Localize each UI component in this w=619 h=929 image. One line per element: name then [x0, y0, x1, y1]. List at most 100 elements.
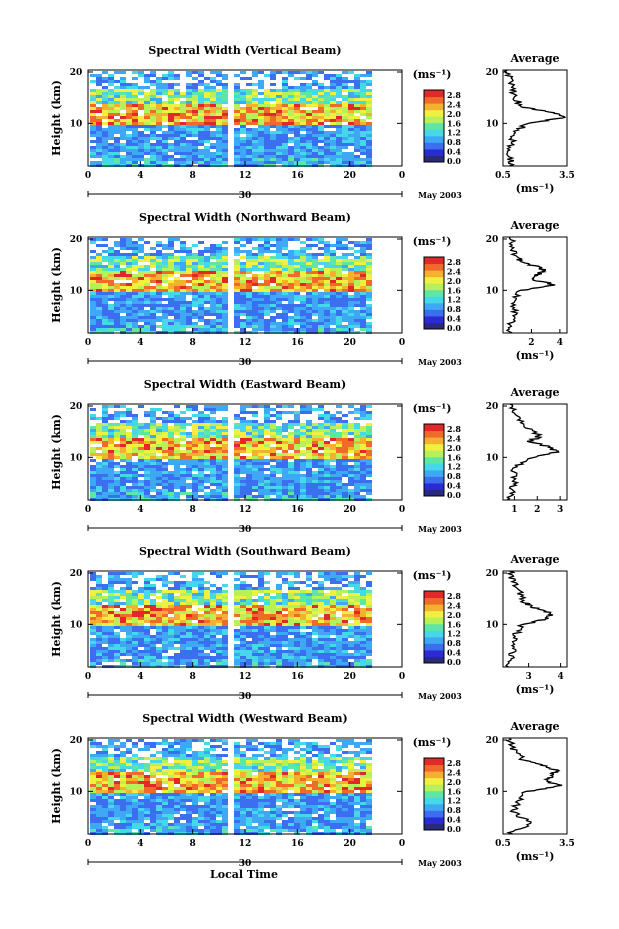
heatmap-cell — [324, 137, 330, 140]
heatmap-cell — [114, 435, 120, 438]
heatmap-cell — [258, 450, 264, 453]
heatmap-cell — [306, 471, 312, 474]
heatmap-cell — [180, 599, 186, 602]
heatmap-cell — [210, 95, 216, 98]
heatmap-cell — [312, 92, 318, 95]
heatmap-cell — [252, 432, 258, 435]
heatmap-cell — [324, 268, 330, 271]
heatmap-cell — [324, 414, 330, 417]
heatmap-cell — [234, 417, 240, 420]
heatmap-cell — [348, 95, 354, 98]
heatmap-cell — [222, 417, 228, 420]
heatmap-cell — [120, 602, 126, 605]
heatmap-cell — [210, 77, 216, 80]
heatmap-cell — [360, 295, 366, 298]
heatmap-cell — [216, 244, 222, 247]
heatmap-cell — [360, 405, 366, 408]
heatmap-cell — [198, 313, 204, 316]
heatmap-cell — [276, 328, 282, 331]
heatmap-cell — [258, 489, 264, 492]
heatmap-cell — [240, 89, 246, 92]
heatmap-cell — [270, 83, 276, 86]
heatmap-cell — [330, 438, 336, 441]
heatmap-cell — [324, 155, 330, 158]
heatmap-cell — [162, 77, 168, 80]
heatmap-cell — [360, 146, 366, 149]
heatmap-cell — [156, 441, 162, 444]
heatmap-cell — [264, 483, 270, 486]
heatmap-cell — [222, 250, 228, 253]
heatmap-cell — [204, 429, 210, 432]
heatmap-cell — [216, 423, 222, 426]
heatmap-cell — [126, 459, 132, 462]
heatmap-cell — [264, 238, 270, 241]
heatmap-cell — [198, 596, 204, 599]
heatmap-cell — [294, 411, 300, 414]
heatmap-cell — [108, 131, 114, 134]
x-tick-label: 0 — [85, 338, 91, 348]
heatmap-cell — [306, 292, 312, 295]
heatmap-cell — [126, 265, 132, 268]
heatmap-cell — [186, 495, 192, 498]
heatmap-cell — [282, 137, 288, 140]
heatmap-cell — [270, 113, 276, 116]
heatmap-cell — [144, 659, 150, 662]
heatmap-cell — [150, 316, 156, 319]
colorbar-segment — [424, 155, 444, 163]
heatmap-cell — [150, 644, 156, 647]
heatmap-cell — [270, 250, 276, 253]
heatmap-cell — [186, 140, 192, 143]
heatmap-cell — [114, 638, 120, 641]
heatmap-cell — [102, 429, 108, 432]
heatmap-cell — [306, 140, 312, 143]
heatmap-cell — [276, 644, 282, 647]
heatmap-cell — [234, 316, 240, 319]
heatmap-cell — [114, 316, 120, 319]
heatmap-cell — [258, 325, 264, 328]
heatmap-cell — [288, 259, 294, 262]
heatmap-cell — [276, 587, 282, 590]
heatmap-cell — [132, 638, 138, 641]
heatmap-cell — [312, 480, 318, 483]
heatmap-cell — [276, 641, 282, 644]
heatmap-cell — [204, 125, 210, 128]
heatmap-cell — [300, 128, 306, 131]
heatmap-cell — [252, 149, 258, 152]
heatmap-cell — [354, 83, 360, 86]
heatmap-cell — [360, 408, 366, 411]
heatmap-cell — [276, 98, 282, 101]
heatmap-cell — [210, 271, 216, 274]
heatmap-cell — [108, 432, 114, 435]
heatmap-cell — [282, 304, 288, 307]
heatmap-cell — [198, 420, 204, 423]
average-profile-line — [506, 403, 560, 501]
heatmap-cell — [174, 149, 180, 152]
heatmap-cell — [192, 626, 198, 629]
heatmap-cell — [126, 298, 132, 301]
heatmap-cell — [240, 647, 246, 650]
heatmap-cell — [204, 441, 210, 444]
heatmap-cell — [192, 414, 198, 417]
heatmap-cell — [330, 107, 336, 110]
heatmap-cell — [240, 650, 246, 653]
heatmap-cell — [258, 316, 264, 319]
heatmap-cell — [216, 572, 222, 575]
heatmap-cell — [234, 277, 240, 280]
heatmap-cell — [288, 465, 294, 468]
heatmap-cell — [336, 104, 342, 107]
heatmap-cell — [342, 447, 348, 450]
heatmap-cell — [108, 158, 114, 161]
heatmap-cell — [186, 253, 192, 256]
heatmap-cell — [168, 489, 174, 492]
heatmap-cell — [288, 432, 294, 435]
heatmap-cell — [210, 447, 216, 450]
heatmap-cell — [252, 322, 258, 325]
heatmap-cell — [222, 116, 228, 119]
heatmap-cell — [258, 86, 264, 89]
heatmap-cell — [330, 474, 336, 477]
heatmap-cell — [162, 113, 168, 116]
heatmap-cell — [204, 274, 210, 277]
heatmap-cell — [360, 313, 366, 316]
heatmap-cell — [324, 277, 330, 280]
heatmap-cell — [162, 286, 168, 289]
